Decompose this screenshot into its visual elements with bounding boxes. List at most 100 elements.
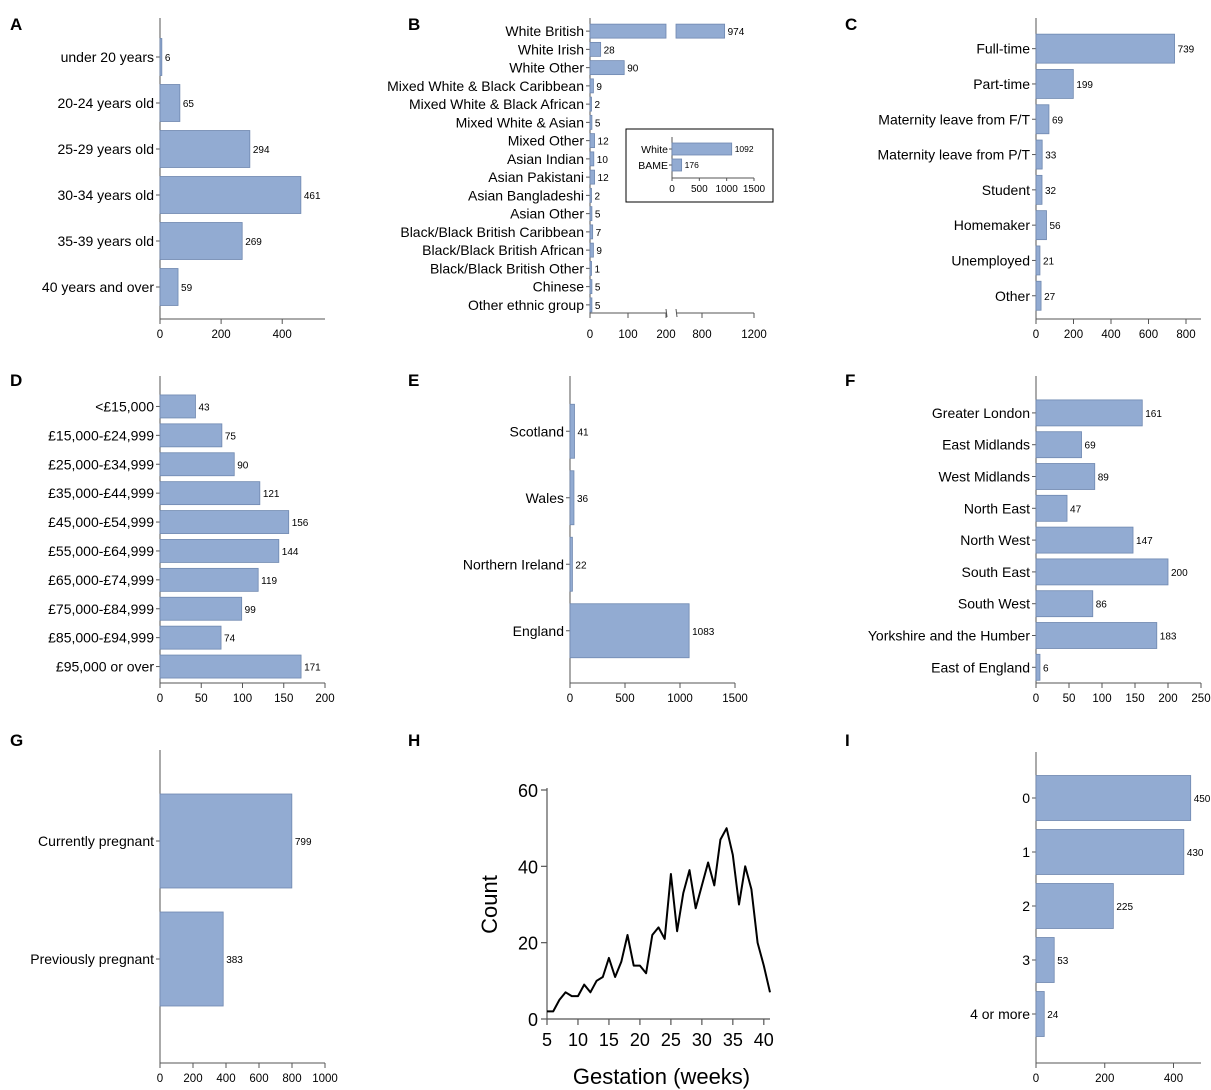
category-label: East of England [931, 659, 1030, 675]
category-label: 4 or more [970, 1006, 1030, 1022]
category-label: Part-time [973, 76, 1030, 92]
bar [1035, 937, 1055, 983]
data-label: 383 [226, 955, 243, 966]
inset-category-label: BAME [638, 160, 668, 172]
x-tick-label: 200 [1064, 329, 1083, 341]
bar [589, 114, 593, 130]
x-tick-label: 0 [1033, 693, 1039, 705]
category-label: England [513, 623, 564, 639]
y-tick-label: 0 [528, 1010, 538, 1030]
data-label: 75 [225, 431, 237, 442]
x-tick-label: 600 [249, 1073, 268, 1085]
bar [1035, 829, 1185, 875]
data-label: 74 [224, 634, 236, 645]
data-label: 225 [1116, 902, 1133, 913]
category-label: Maternity leave from F/T [878, 111, 1030, 127]
bar [589, 23, 667, 39]
category-label: under 20 years [61, 49, 154, 65]
category-label: £15,000-£24,999 [48, 427, 154, 443]
panel-f: F 0 50 100 150 200 250 Greater London 161 East Mi… [845, 371, 1211, 705]
y-axis-label: Count [477, 875, 502, 934]
data-label: 974 [728, 27, 745, 38]
y-tick-label: 60 [518, 781, 538, 801]
data-label: 28 [604, 45, 616, 56]
panel-c: C 0 200 400 600 800 Full-time 739 Part-time 199 Ma… [845, 15, 1201, 341]
bar [1035, 33, 1175, 64]
x-tick-label: 1000 [312, 1073, 338, 1085]
bar [1035, 431, 1082, 459]
data-label: 199 [1076, 80, 1093, 91]
inset-data-label: 1092 [735, 144, 754, 154]
x-tick-label: 50 [195, 693, 208, 705]
x-tick-label: 250 [1191, 693, 1210, 705]
y-tick-label: 40 [518, 857, 538, 877]
x-tick-label: 1200 [741, 329, 767, 341]
data-label: 47 [1070, 504, 1082, 515]
bar [589, 260, 592, 276]
data-label: 739 [1178, 45, 1195, 56]
bar [1035, 174, 1043, 205]
data-label: 24 [1047, 1010, 1059, 1021]
category-label: Previously pregnant [30, 951, 154, 967]
data-label: 430 [1187, 848, 1204, 859]
data-label: 56 [1050, 221, 1062, 232]
data-label: 99 [245, 605, 257, 616]
data-label: 144 [282, 547, 299, 558]
bar [159, 452, 235, 477]
category-label: Northern Ireland [463, 556, 564, 572]
category-label: Unemployed [951, 252, 1030, 268]
category-label: West Midlands [938, 469, 1030, 485]
x-tick-label: 20 [630, 1030, 650, 1050]
inset-bar [671, 158, 683, 172]
inset-x-tick-label: 1500 [743, 184, 766, 195]
category-label: 0 [1022, 790, 1030, 806]
x-tick-label: 600 [1139, 329, 1158, 341]
bar [159, 423, 223, 448]
data-label: 461 [304, 191, 321, 202]
x-tick-label: 0 [567, 693, 573, 705]
data-label: 65 [183, 99, 195, 110]
panel-label: C [845, 15, 857, 34]
category-label: Asian Other [510, 206, 584, 222]
bar [159, 84, 181, 122]
data-label: 183 [1160, 632, 1177, 643]
data-label: 2 [595, 100, 601, 111]
data-label: 86 [1096, 600, 1108, 611]
data-label: 450 [1194, 794, 1211, 805]
category-label: Black/Black British Caribbean [400, 224, 584, 240]
data-label: 27 [1044, 292, 1056, 303]
category-label: Full-time [976, 41, 1030, 57]
panel-label: F [845, 371, 855, 390]
x-tick-label: 0 [157, 693, 163, 705]
bar [1035, 463, 1096, 490]
data-label: 90 [237, 460, 249, 471]
x-tick-label: 15 [599, 1030, 619, 1050]
x-tick-label: 40 [754, 1030, 774, 1050]
y-tick-label: 20 [518, 934, 538, 954]
category-label: White British [505, 23, 584, 39]
x-tick-label: 5 [542, 1030, 552, 1050]
category-label: Wales [526, 490, 564, 506]
data-label: 36 [577, 494, 589, 505]
data-label: 156 [292, 518, 309, 529]
data-label: 5 [595, 283, 601, 294]
bar [159, 38, 163, 76]
x-tick-label: 200 [1158, 693, 1177, 705]
data-label: 22 [575, 560, 587, 571]
category-label: South East [962, 564, 1031, 580]
bar [589, 242, 594, 258]
category-label: Yorkshire and the Humber [868, 628, 1030, 644]
bar [159, 268, 179, 306]
category-label: White Irish [518, 41, 584, 57]
bar [589, 169, 595, 185]
panel-label: B [408, 15, 420, 34]
category-label: £25,000-£34,999 [48, 456, 154, 472]
category-label: £45,000-£54,999 [48, 514, 154, 530]
bar [159, 130, 251, 168]
bar [1035, 775, 1192, 821]
panel-e: E 0 500 1000 1500 Scotland 41 Wales 36 Northern I… [408, 371, 748, 705]
bar [569, 603, 690, 659]
category-label: 35-39 years old [57, 233, 154, 249]
data-label: 6 [165, 53, 171, 64]
x-axis-label: Gestation (weeks) [573, 1064, 750, 1089]
